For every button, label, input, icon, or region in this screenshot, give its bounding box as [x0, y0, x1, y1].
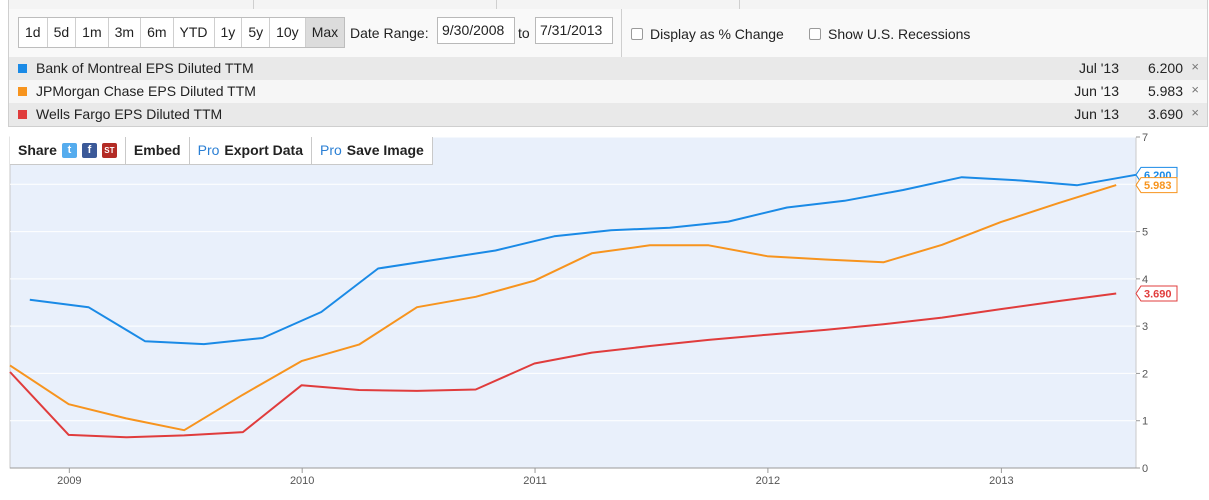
series-line-1 — [9, 184, 1117, 432]
range-buttons: 1d 5d 1m 3m 6m YTD 1y 5y 10y Max — [18, 17, 346, 48]
legend-series-name: Wells Fargo EPS Diluted TTM — [36, 106, 223, 122]
legend-series-value: 3.690 — [1147, 106, 1183, 122]
pro-badge: Pro — [319, 142, 342, 158]
pro-badge: Pro — [197, 142, 220, 158]
recessions-checkbox[interactable]: Show U.S. Recessions — [809, 26, 970, 42]
embed-button[interactable]: Embed — [126, 137, 190, 164]
end-value-tag — [1135, 285, 1178, 302]
remove-series-icon[interactable]: × — [1191, 59, 1199, 74]
start-date-input[interactable]: 9/30/2008 — [437, 17, 515, 44]
range-max-button[interactable]: Max — [305, 18, 345, 47]
legend-row-jpm: JPMorgan Chase EPS Diluted TTM Jun '13 5… — [9, 80, 1207, 103]
chart-toolbar: 1d 5d 1m 3m 6m YTD 1y 5y 10y Max Date Ra… — [8, 9, 1208, 58]
series-line-2 — [9, 292, 1117, 439]
range-10y-button[interactable]: 10y — [270, 18, 306, 47]
stocktwits-icon[interactable]: ST — [101, 143, 117, 158]
legend-series-value: 5.983 — [1147, 83, 1183, 99]
save-image-button[interactable]: Pro Save Image — [312, 137, 432, 164]
recessions-label: Show U.S. Recessions — [828, 26, 971, 42]
y-tick-label: 2 — [1142, 368, 1148, 380]
legend-row-bmo: Bank of Montreal EPS Diluted TTM Jul '13… — [9, 57, 1207, 80]
pct-change-checkbox[interactable]: Display as % Change — [631, 26, 784, 42]
legend-series-name: JPMorgan Chase EPS Diluted TTM — [36, 83, 256, 99]
facebook-icon[interactable]: f — [81, 143, 97, 158]
strip-divider — [253, 0, 254, 9]
range-ytd-button[interactable]: YTD — [174, 18, 215, 47]
export-data-button[interactable]: Pro Export Data — [190, 137, 312, 164]
date-to-label: to — [518, 25, 530, 41]
strip-divider — [739, 0, 740, 9]
remove-series-icon[interactable]: × — [1191, 105, 1199, 120]
end-value-label: 3.690 — [1144, 289, 1172, 301]
x-tick-label: 2013 — [989, 475, 1013, 487]
date-range-label: Date Range: — [350, 25, 429, 41]
series-swatch — [18, 64, 27, 73]
grid-lines — [10, 136, 1136, 469]
checkbox-box[interactable] — [809, 28, 821, 40]
series-lines — [9, 173, 1137, 439]
share-toolbar: Share t f ST Embed Pro Export Data Pro S… — [10, 137, 433, 165]
series-swatch — [18, 110, 27, 119]
save-image-label: Save Image — [346, 142, 424, 158]
range-5d-button[interactable]: 5d — [48, 18, 77, 47]
twitter-icon[interactable]: t — [61, 143, 77, 158]
plot-area — [9, 136, 1137, 469]
legend-series-value: 6.200 — [1147, 60, 1183, 76]
end-value-tag — [1135, 177, 1178, 194]
legend-series-name: Bank of Montreal EPS Diluted TTM — [36, 60, 254, 76]
share-group: Share t f ST — [10, 137, 126, 164]
share-label: Share — [18, 142, 57, 158]
end-value-label: 5.983 — [1144, 180, 1172, 192]
y-tick-label: 3 — [1142, 321, 1148, 333]
series-legend: Bank of Montreal EPS Diluted TTM Jul '13… — [8, 57, 1208, 127]
strip-divider — [496, 0, 497, 9]
y-tick-label: 4 — [1142, 274, 1148, 286]
end-date-input[interactable]: 7/31/2013 — [535, 17, 613, 44]
range-1d-button[interactable]: 1d — [19, 18, 48, 47]
toolbar-divider — [621, 9, 622, 57]
pct-change-label: Display as % Change — [650, 26, 784, 42]
range-1m-button[interactable]: 1m — [76, 18, 109, 47]
x-axis-ticks: 2009 2010 2011 2012 2013 — [57, 468, 1014, 487]
range-1y-button[interactable]: 1y — [215, 18, 243, 47]
legend-series-date: Jun '13 — [1074, 106, 1119, 122]
remove-series-icon[interactable]: × — [1191, 82, 1199, 97]
y-tick-label: 0 — [1142, 463, 1148, 475]
y-tick-label: 1 — [1142, 416, 1148, 428]
range-3m-button[interactable]: 3m — [109, 18, 142, 47]
legend-series-date: Jul '13 — [1078, 60, 1119, 76]
series-swatch — [18, 87, 27, 96]
embed-label: Embed — [133, 142, 181, 158]
y-tick-label: 5 — [1142, 227, 1148, 239]
legend-series-date: Jun '13 — [1074, 83, 1119, 99]
export-data-label: Export Data — [224, 142, 303, 158]
range-5y-button[interactable]: 5y — [242, 18, 271, 47]
y-tick-label: 7 — [1142, 132, 1148, 144]
x-tick-label: 2010 — [290, 475, 314, 487]
x-tick-label: 2012 — [756, 475, 780, 487]
x-tick-label: 2009 — [57, 475, 81, 487]
checkbox-box[interactable] — [631, 28, 643, 40]
range-6m-button[interactable]: 6m — [141, 18, 174, 47]
series-line-0 — [29, 173, 1137, 346]
x-tick-label: 2011 — [523, 475, 547, 487]
legend-row-wfc: Wells Fargo EPS Diluted TTM Jun '13 3.69… — [9, 103, 1207, 126]
